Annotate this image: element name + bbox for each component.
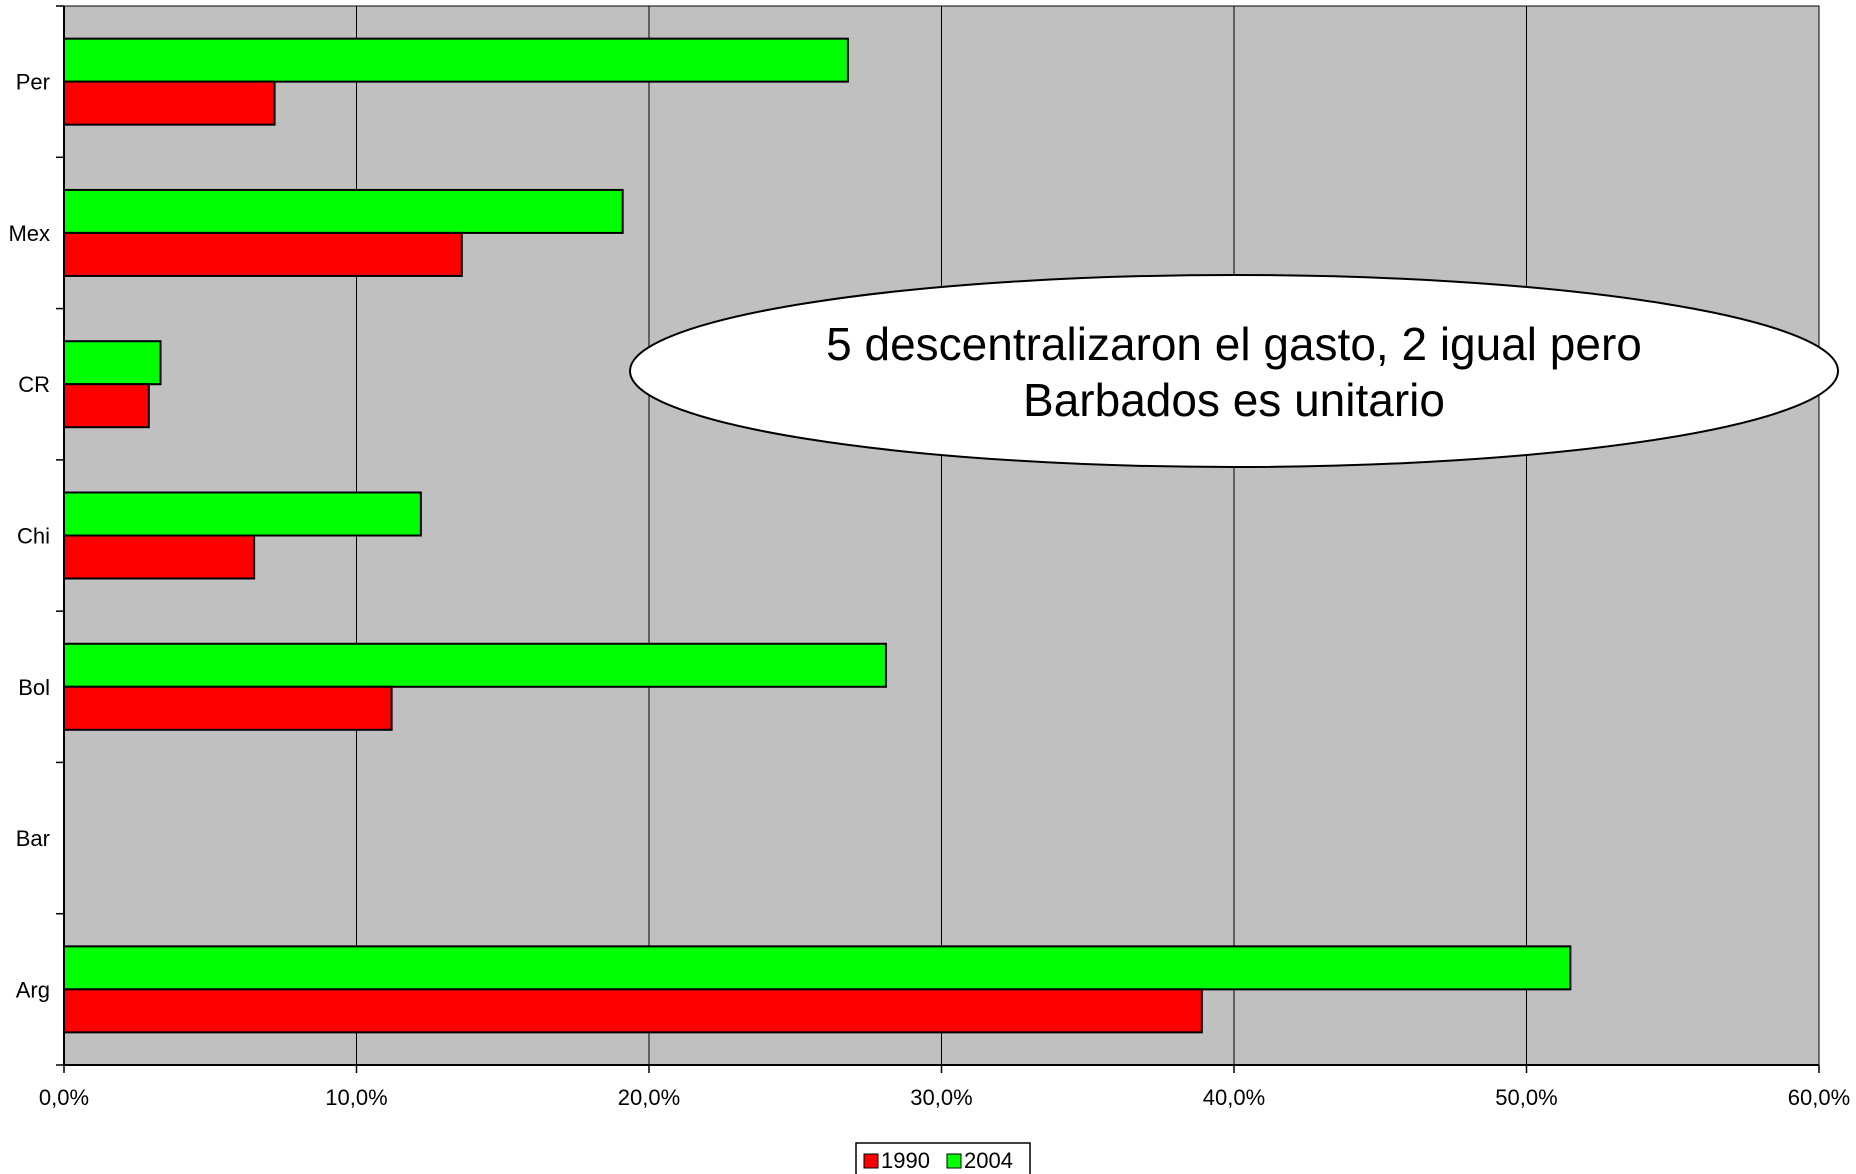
x-tick-labels: 0,0% 10,0% 20,0% 30,0% 40,0% 50,0% 60,0% [39,1085,1850,1110]
legend-box [855,1142,1031,1174]
bar-1990-Mex [63,231,463,277]
legend-label-1990: 1990 [881,1148,930,1173]
x-axis-ticks [63,1065,1820,1073]
x-tick-label: 0,0% [39,1085,89,1110]
annotation-line-2: Barbados es unitario [1023,374,1445,426]
x-tick-label: 50,0% [1495,1085,1557,1110]
x-tick-label: 40,0% [1203,1085,1265,1110]
y-axis-ticks [56,5,64,1066]
category-label: Chi [17,524,50,549]
bar-1990-Arg [63,988,1203,1034]
legend: 1990 2004 [855,1142,1031,1174]
x-tick-label: 20,0% [618,1085,680,1110]
x-tick-label: 30,0% [910,1085,972,1110]
bar-2004-CR [63,340,162,386]
category-label: Per [16,70,50,95]
category-label: CR [18,372,50,397]
gridlines [356,6,1527,1065]
bar-2004-Arg [63,945,1572,991]
bar-2004-Mex [63,188,624,234]
category-label: Arg [16,977,50,1002]
category-label: Mex [8,221,50,246]
bar-1990-Chi [63,534,256,580]
bar-1990-Per [63,80,276,126]
x-tick-label: 10,0% [325,1085,387,1110]
legend-swatch-1990 [863,1153,879,1169]
bar-2004-Bol [63,642,887,688]
legend-label-2004: 2004 [964,1148,1013,1173]
bar-1990-CR [63,383,150,429]
category-label: Bar [16,826,50,851]
x-tick-label: 60,0% [1788,1085,1850,1110]
annotation-line-1: 5 descentralizaron el gasto, 2 igual per… [826,318,1642,370]
bar-1990-Bol [63,685,393,731]
category-label: Bol [18,675,50,700]
bar-2004-Per [63,37,849,83]
annotation-callout: 5 descentralizaron el gasto, 2 igual per… [629,274,1839,468]
legend-swatch-2004 [946,1153,962,1169]
category-labels: Per Mex CR Chi Bol Bar Arg [8,70,50,1003]
annotation-ellipse [629,274,1839,468]
bar-2004-Chi [63,491,422,537]
